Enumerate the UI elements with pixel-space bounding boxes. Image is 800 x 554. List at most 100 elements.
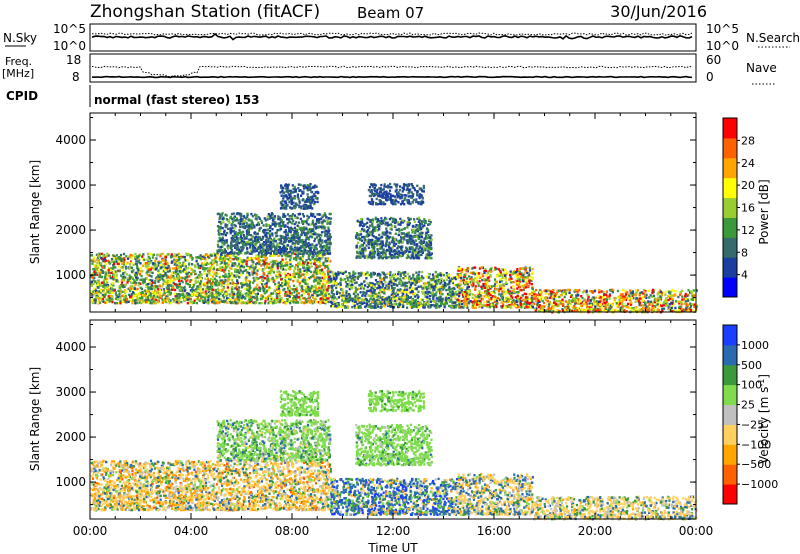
power-cell bbox=[309, 276, 312, 279]
power-cell bbox=[490, 304, 493, 307]
power-cell bbox=[210, 263, 214, 267]
power-cell bbox=[438, 279, 441, 283]
power-cell bbox=[590, 302, 593, 305]
power-cell bbox=[296, 265, 299, 268]
power-cell bbox=[203, 269, 206, 272]
power-cell bbox=[562, 289, 565, 292]
power-cell bbox=[538, 289, 542, 292]
power-cell bbox=[394, 283, 397, 286]
power-cell bbox=[516, 303, 519, 307]
power-cell bbox=[287, 266, 291, 269]
power-cell bbox=[507, 298, 510, 301]
power-cell bbox=[221, 294, 224, 297]
power-cell bbox=[225, 257, 228, 260]
power-cell bbox=[249, 299, 252, 302]
power-cell bbox=[433, 277, 436, 280]
power-cell bbox=[170, 276, 173, 280]
power-cell bbox=[207, 289, 210, 292]
power-cell bbox=[498, 283, 501, 286]
power-cell bbox=[275, 288, 279, 291]
power-cell bbox=[474, 304, 477, 308]
power-cell bbox=[205, 277, 208, 280]
power-cell bbox=[627, 302, 630, 306]
power-cell bbox=[286, 298, 289, 301]
power-cell bbox=[535, 288, 538, 292]
power-cell bbox=[245, 259, 248, 263]
power-cell bbox=[381, 271, 384, 274]
power-cell bbox=[370, 297, 373, 300]
power-cell bbox=[184, 298, 187, 301]
power-cell bbox=[401, 281, 404, 284]
power-cell bbox=[280, 267, 283, 270]
power-cell bbox=[188, 285, 191, 288]
power-cell bbox=[678, 302, 681, 305]
power-cell bbox=[473, 272, 476, 276]
power-cell bbox=[130, 287, 133, 290]
power-cell bbox=[419, 301, 422, 304]
power-cell bbox=[232, 296, 235, 299]
power-cell bbox=[207, 298, 210, 301]
power-cell bbox=[219, 289, 222, 293]
power-cell bbox=[377, 301, 380, 304]
power-cell bbox=[402, 277, 405, 280]
power-cell bbox=[217, 258, 220, 261]
power-cell bbox=[303, 269, 306, 272]
power-cell bbox=[137, 258, 140, 261]
power-cell bbox=[381, 291, 384, 294]
power-cell bbox=[602, 300, 605, 303]
power-cell bbox=[434, 274, 437, 278]
power-cell bbox=[401, 289, 404, 292]
power-cell bbox=[598, 303, 602, 306]
power-cell bbox=[154, 291, 157, 295]
power-cell bbox=[429, 300, 432, 304]
power-cell bbox=[501, 274, 504, 278]
power-cell bbox=[248, 257, 251, 260]
power-cell bbox=[293, 266, 296, 269]
power-cell bbox=[134, 289, 138, 292]
power-cell bbox=[604, 306, 607, 309]
power-cell bbox=[276, 263, 279, 266]
power-cell bbox=[679, 293, 682, 297]
power-cell bbox=[412, 276, 415, 279]
power-cell bbox=[238, 294, 242, 297]
nave-label: Nave bbox=[746, 61, 777, 75]
power-cell bbox=[152, 285, 155, 288]
power-cell bbox=[632, 297, 635, 300]
power-cell bbox=[453, 292, 456, 295]
power-cell bbox=[111, 282, 114, 285]
power-cell bbox=[210, 261, 213, 264]
power-cell bbox=[282, 277, 285, 280]
power-cell bbox=[176, 297, 179, 300]
power-cell bbox=[409, 285, 412, 289]
power-cell bbox=[593, 289, 596, 293]
power-cell bbox=[653, 300, 657, 304]
power-cell bbox=[159, 295, 163, 298]
power-cell bbox=[480, 285, 483, 288]
power-cell bbox=[279, 271, 282, 274]
power-cell bbox=[291, 275, 294, 279]
power-cell bbox=[444, 301, 447, 305]
power-cell bbox=[196, 262, 199, 266]
power-cell bbox=[305, 301, 308, 304]
power-cell bbox=[258, 302, 261, 305]
power-cell bbox=[590, 306, 593, 309]
power-cell bbox=[360, 298, 363, 301]
power-cell bbox=[162, 288, 165, 291]
power-cell bbox=[648, 303, 651, 306]
power-cell bbox=[192, 290, 195, 294]
power-cell bbox=[481, 291, 484, 295]
power-cell bbox=[163, 274, 166, 278]
power-cell bbox=[152, 253, 155, 256]
power-cell bbox=[282, 264, 285, 268]
power-cell bbox=[534, 299, 537, 302]
power-cell bbox=[624, 291, 627, 294]
power-cell bbox=[147, 252, 150, 256]
power-cell bbox=[305, 298, 308, 301]
power-cell bbox=[463, 303, 466, 306]
power-cell bbox=[567, 288, 570, 291]
power-cell bbox=[124, 291, 127, 294]
power-cell bbox=[299, 298, 302, 301]
power-cell bbox=[385, 287, 388, 290]
power-cell bbox=[176, 275, 179, 278]
power-cell bbox=[211, 271, 214, 274]
